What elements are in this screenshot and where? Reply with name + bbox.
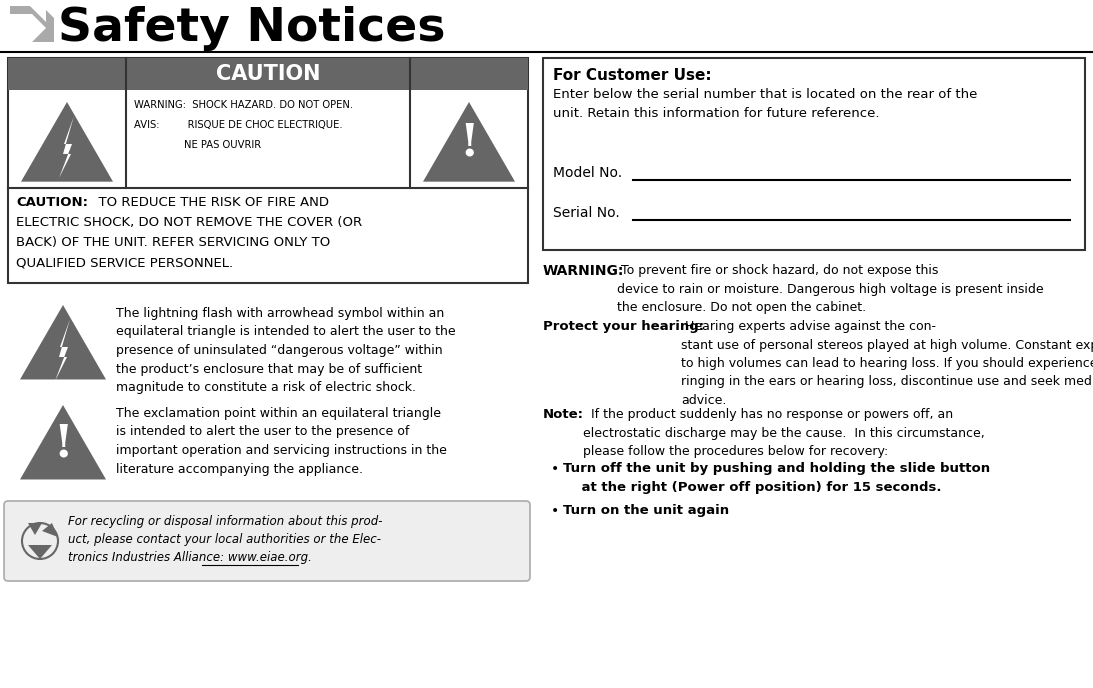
Polygon shape	[42, 523, 58, 537]
Polygon shape	[59, 116, 74, 178]
Text: The exclamation point within an equilateral triangle
is intended to alert the us: The exclamation point within an equilate…	[116, 407, 447, 475]
Text: WARNING:: WARNING:	[543, 264, 624, 278]
Text: Protect your hearing:: Protect your hearing:	[543, 320, 704, 333]
Text: Turn on the unit again: Turn on the unit again	[563, 504, 729, 517]
Polygon shape	[20, 305, 106, 380]
Text: Note:: Note:	[543, 408, 584, 421]
Text: Model No.: Model No.	[553, 166, 622, 180]
Polygon shape	[28, 523, 42, 535]
Bar	[543, 58, 1085, 250]
Text: BACK) OF THE UNIT. REFER SERVICING ONLY TO: BACK) OF THE UNIT. REFER SERVICING ONLY …	[16, 236, 330, 249]
Text: WARNING:  SHOCK HAZARD. DO NOT OPEN.: WARNING: SHOCK HAZARD. DO NOT OPEN.	[134, 100, 353, 110]
Polygon shape	[10, 6, 54, 42]
Text: To prevent fire or shock hazard, do not expose this
device to rain or moisture. : To prevent fire or shock hazard, do not …	[618, 264, 1044, 314]
Polygon shape	[28, 545, 52, 559]
Text: •: •	[551, 462, 560, 476]
Polygon shape	[423, 102, 515, 182]
Text: •: •	[551, 504, 560, 518]
Polygon shape	[55, 319, 70, 381]
Text: Serial No.: Serial No.	[553, 206, 620, 220]
Text: CAUTION:: CAUTION:	[16, 196, 89, 209]
Text: TO REDUCE THE RISK OF FIRE AND: TO REDUCE THE RISK OF FIRE AND	[90, 196, 329, 209]
Text: For recycling or disposal information about this prod-
uct, please contact your : For recycling or disposal information ab…	[68, 515, 383, 564]
Text: CAUTION: CAUTION	[215, 64, 320, 84]
FancyBboxPatch shape	[4, 501, 530, 581]
Text: Safety Notices: Safety Notices	[58, 6, 446, 51]
Text: Hearing experts advise against the con-
stant use of personal stereos played at : Hearing experts advise against the con- …	[681, 320, 1093, 407]
Text: Enter below the serial number that is located on the rear of the
unit. Retain th: Enter below the serial number that is lo…	[553, 88, 977, 120]
Bar	[8, 58, 528, 283]
Text: !: !	[54, 422, 73, 465]
Polygon shape	[21, 102, 113, 182]
Text: If the product suddenly has no response or powers off, an
electrostatic discharg: If the product suddenly has no response …	[583, 408, 985, 458]
Text: NE PAS OUVRIR: NE PAS OUVRIR	[134, 140, 261, 150]
Text: For Customer Use:: For Customer Use:	[553, 68, 712, 83]
Text: QUALIFIED SERVICE PERSONNEL.: QUALIFIED SERVICE PERSONNEL.	[16, 256, 233, 269]
Text: ELECTRIC SHOCK, DO NOT REMOVE THE COVER (OR: ELECTRIC SHOCK, DO NOT REMOVE THE COVER …	[16, 216, 362, 229]
Polygon shape	[20, 405, 106, 480]
Text: The lightning flash with arrowhead symbol within an
equilateral triangle is inte: The lightning flash with arrowhead symbo…	[116, 307, 456, 394]
Bar	[8, 58, 528, 90]
Text: AVIS:         RISQUE DE CHOC ELECTRIQUE.: AVIS: RISQUE DE CHOC ELECTRIQUE.	[134, 120, 342, 130]
Text: !: !	[459, 122, 479, 165]
Text: Turn off the unit by pushing and holding the slide button
    at the right (Powe: Turn off the unit by pushing and holding…	[563, 462, 990, 493]
